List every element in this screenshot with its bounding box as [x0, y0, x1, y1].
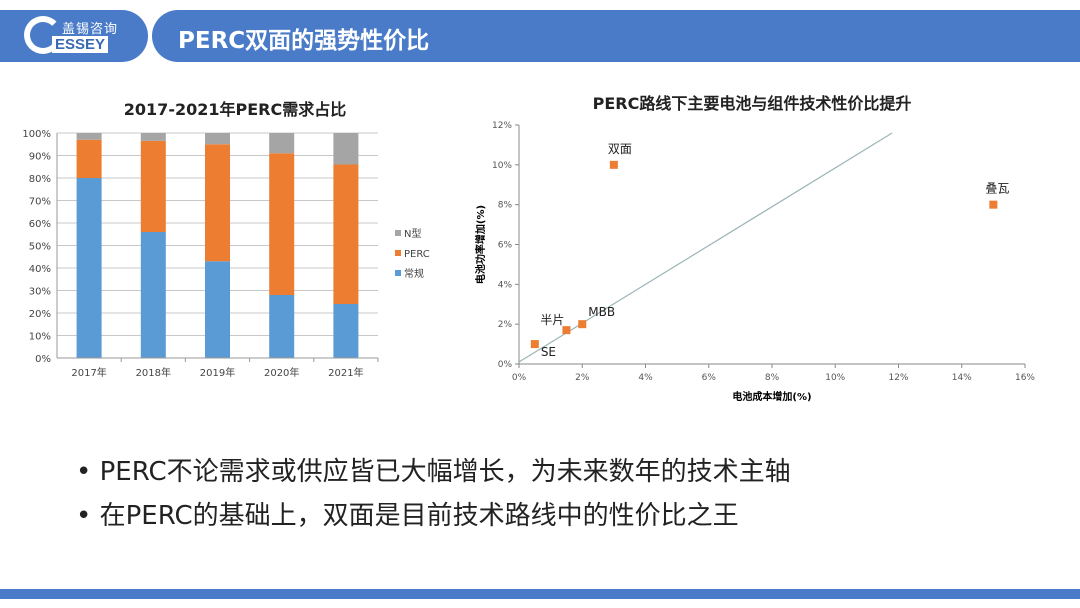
- y-tick-label: 0%: [498, 360, 513, 370]
- legend-label: N型: [404, 227, 421, 240]
- legend-swatch: [395, 270, 401, 276]
- point-label: SE: [541, 345, 556, 359]
- y-tick-label: 90%: [29, 152, 51, 163]
- logo: 盖锡咨询 ESSEY: [0, 10, 148, 62]
- bar-常规: [205, 261, 230, 358]
- legend-swatch: [395, 250, 401, 256]
- x-tick-label: 2019年: [200, 366, 235, 379]
- point-label: 叠瓦: [985, 182, 1009, 196]
- x-tick-label: 2018年: [136, 366, 171, 379]
- y-tick-label: 30%: [29, 287, 51, 298]
- bar-N型: [76, 133, 102, 140]
- slide-title: PERC双面的强势性价比: [178, 28, 430, 54]
- y-tick-label: 6%: [498, 241, 513, 251]
- x-tick-label: 0%: [512, 373, 527, 383]
- legend-label: PERC: [404, 249, 430, 260]
- bar-常规: [269, 295, 295, 358]
- scatter-point: [578, 320, 587, 329]
- bar-PERC: [205, 144, 230, 262]
- x-tick-label: 6%: [702, 373, 717, 383]
- scatter-chart-title: PERC路线下主要电池与组件技术性价比提升: [592, 94, 912, 113]
- logo-g-mark: [24, 16, 62, 54]
- point-label: 双面: [608, 142, 632, 156]
- y-tick-label: 0%: [35, 354, 51, 365]
- x-tick-label: 10%: [825, 373, 845, 383]
- bar-PERC: [333, 164, 359, 304]
- x-tick-label: 8%: [765, 373, 780, 383]
- bar-常规: [76, 178, 102, 358]
- legend-swatch: [395, 230, 401, 236]
- x-tick-label: 2017年: [71, 366, 106, 379]
- bar-PERC: [269, 153, 295, 295]
- y-tick-label: 20%: [29, 309, 51, 320]
- point-label: MBB: [588, 305, 615, 319]
- point-label: 半片: [540, 313, 564, 327]
- bottom-bar: [0, 589, 1080, 599]
- bar-chart-title: 2017-2021年PERC需求占比: [123, 100, 347, 119]
- scatter-point: [530, 340, 539, 349]
- bar-N型: [205, 133, 230, 145]
- reference-line: [518, 132, 893, 363]
- x-tick-label: 16%: [1015, 373, 1035, 383]
- scatter-point: [989, 200, 998, 209]
- y-tick-label: 50%: [29, 242, 51, 253]
- logo-en: ESSEY: [52, 36, 109, 53]
- x-tick-label: 2%: [575, 373, 590, 383]
- bullet-list: PERC不论需求或供应皆已大幅增长，为未来数年的技术主轴 在PERC的基础上，双…: [76, 450, 791, 538]
- x-tick-label: 14%: [952, 373, 972, 383]
- title-bar: PERC双面的强势性价比: [152, 10, 1080, 62]
- bar-N型: [269, 133, 295, 154]
- y-tick-label: 100%: [22, 129, 51, 140]
- bar-N型: [333, 133, 359, 165]
- y-tick-label: 40%: [29, 264, 51, 275]
- y-tick-label: 2%: [498, 320, 513, 330]
- logo-cn: 盖锡咨询: [62, 22, 119, 37]
- y-tick-label: 8%: [498, 201, 513, 211]
- x-tick-label: 12%: [888, 373, 908, 383]
- scatter-point: [609, 160, 618, 169]
- bar-PERC: [140, 140, 166, 232]
- y-tick-label: 10%: [29, 332, 51, 343]
- x-axis-label: 电池成本增加(%): [732, 390, 811, 403]
- y-axis-label: 电池功率增加(%): [474, 205, 487, 284]
- bullet-item: 在PERC的基础上，双面是目前技术路线中的性价比之王: [76, 494, 791, 538]
- y-tick-label: 10%: [492, 161, 512, 171]
- scatter-point: [562, 326, 571, 335]
- x-tick-label: 2021年: [328, 366, 363, 379]
- bar-常规: [140, 232, 166, 358]
- x-tick-label: 2020年: [264, 366, 299, 379]
- bullet-item: PERC不论需求或供应皆已大幅增长，为未来数年的技术主轴: [76, 450, 791, 494]
- y-tick-label: 80%: [29, 174, 51, 185]
- y-tick-label: 4%: [498, 280, 513, 290]
- y-tick-label: 60%: [29, 219, 51, 230]
- bar-N型: [140, 133, 166, 141]
- legend-label: 常规: [404, 267, 424, 280]
- x-tick-label: 4%: [638, 373, 653, 383]
- bar-PERC: [76, 139, 102, 178]
- y-tick-label: 12%: [492, 121, 512, 131]
- bar-常规: [333, 304, 359, 358]
- y-tick-label: 70%: [29, 197, 51, 208]
